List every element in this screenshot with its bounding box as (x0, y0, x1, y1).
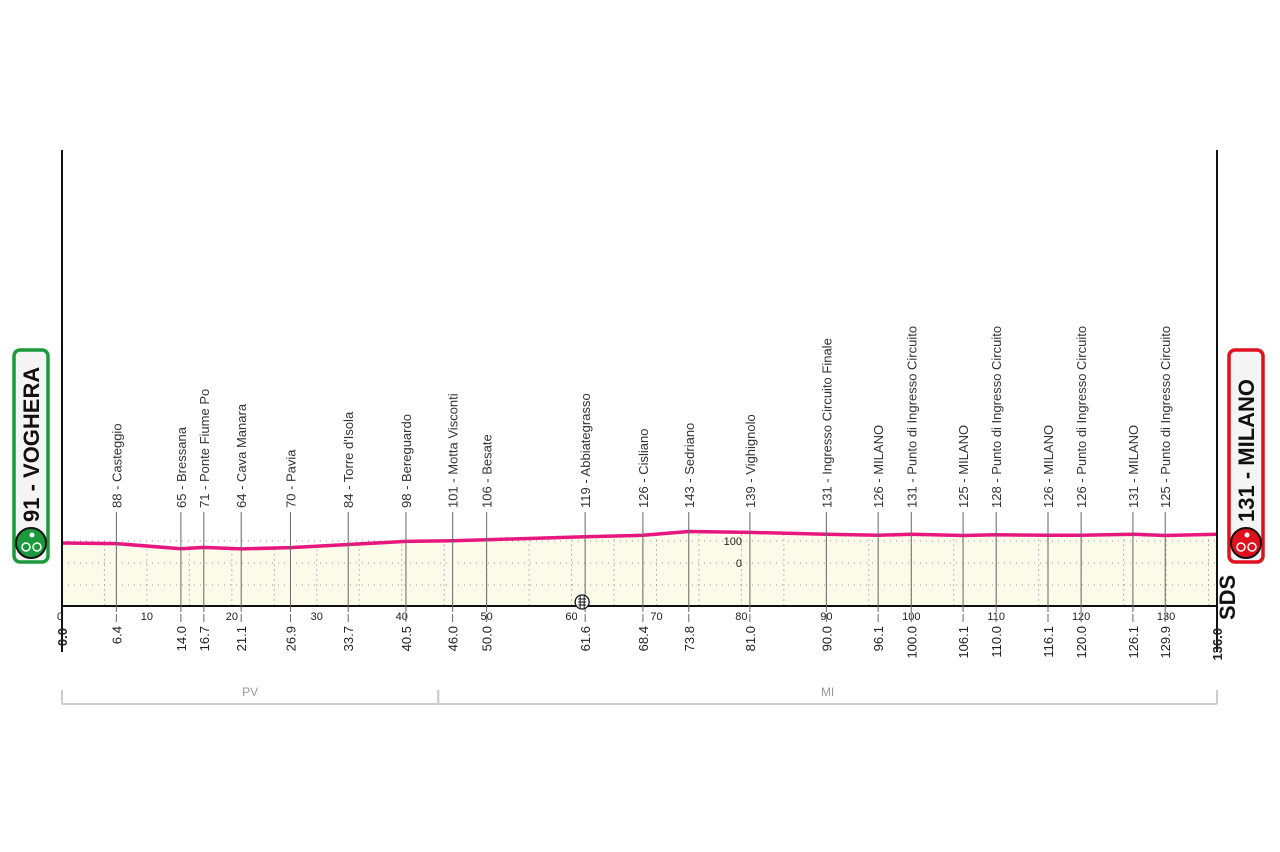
waypoint-label: 106 - Besate (480, 434, 495, 508)
waypoint-km-label: 50.0 (480, 626, 495, 651)
waypoint-label: 64 - Cava Manara (234, 403, 249, 508)
x-tick-label: 40 (396, 611, 408, 623)
cyclist-icon (15, 527, 47, 559)
waypoint-label: 139 - Vighignolo (743, 414, 758, 508)
finish-label: 131 - MILANO (1234, 379, 1259, 522)
cyclist-icon (1230, 527, 1262, 559)
waypoint-label: 84 - Torre d'Isola (341, 411, 356, 508)
waypoint-label: 126 - MILANO (871, 425, 886, 508)
finish-km-label: 136.0 (1210, 628, 1225, 661)
y-tick-label: 0 (736, 558, 742, 570)
waypoint-km-label: 81.0 (743, 626, 758, 651)
waypoint-km-label: 21.1 (234, 626, 249, 651)
x-tick-label: 10 (141, 611, 153, 623)
x-tick-label: 30 (311, 611, 323, 623)
waypoint-label: 126 - Cisliano (636, 429, 651, 509)
waypoint-label: 131 - Ingresso Circuito Finale (819, 338, 834, 508)
waypoint-label: 98 - Bereguardo (399, 414, 414, 508)
x-tick-label: 0 (57, 611, 63, 623)
cyclist-icon-head (29, 532, 35, 538)
waypoint-km-label: 73.8 (682, 626, 697, 651)
waypoint-km-label: 33.7 (341, 626, 356, 651)
finish-badge (1227, 348, 1265, 564)
waypoint-label: 126 - MILANO (1041, 425, 1056, 508)
x-tick-label: 70 (650, 611, 662, 623)
waypoint-label: 125 - Punto di Ingresso Circuito (1158, 326, 1173, 508)
waypoint-km-label: 14.0 (174, 626, 189, 651)
cyclist-icon-wheel (1236, 542, 1246, 552)
waypoint-km-label: 6.4 (109, 626, 124, 644)
waypoint-label: 143 - Sedriano (682, 423, 697, 508)
waypoint-km-label: 129.9 (1158, 626, 1173, 659)
cyclist-icon-head (1244, 532, 1250, 538)
waypoint-km-label: 26.9 (283, 626, 298, 651)
waypoint-km-label: 96.1 (871, 626, 886, 651)
waypoint-km-label: 116.1 (1041, 626, 1056, 658)
waypoint-label: 125 - MILANO (956, 425, 971, 508)
waypoint-km-label: 120.0 (1074, 626, 1089, 659)
profile-area (62, 531, 1217, 606)
cyclist-icon-wheel (32, 542, 42, 552)
waypoint-km-label: 106.1 (956, 626, 971, 659)
waypoint-label: 70 - Pavia (283, 449, 298, 508)
waypoint-km-label: 68.4 (636, 626, 651, 651)
start-km-label: 0.0 (55, 628, 70, 646)
waypoint-label: 126 - Punto di Ingresso Circuito (1074, 326, 1089, 508)
x-tick-label: 60 (565, 611, 577, 623)
waypoint-label: 119 - Abbiategrasso (578, 393, 593, 508)
start-label: 91 - VOGHERA (19, 367, 44, 522)
province-label: MI (821, 685, 834, 699)
waypoint-label: 71 - Ponte Fiume Po (197, 389, 212, 508)
waypoint-label: 88 - Casteggio (109, 423, 124, 508)
cyclist-icon-wheel (1247, 542, 1257, 552)
waypoint-label: 131 - MILANO (1126, 425, 1141, 508)
waypoint-km-label: 61.6 (578, 626, 593, 651)
waypoint-km-label: 16.7 (197, 626, 212, 651)
x-tick-label: 80 (735, 611, 747, 623)
brand-logo: SDS (1215, 575, 1240, 620)
waypoint-label: 128 - Punto di Ingresso Circuito (989, 326, 1004, 508)
x-tick-label: 130 (1157, 611, 1175, 623)
waypoint-label: 101 - Motta Visconti (446, 393, 461, 508)
waypoint-label: 65 - Bressana (174, 426, 189, 508)
waypoint-km-label: 126.1 (1126, 626, 1141, 659)
waypoint-km-label: 110.0 (989, 626, 1004, 658)
cyclist-icon-wheel (21, 542, 31, 552)
waypoint-km-label: 46.0 (446, 626, 461, 651)
waypoint-km-label: 90.0 (819, 626, 834, 651)
y-tick-label: 100 (724, 536, 742, 548)
waypoint-label: 131 - Punto di Ingresso Circuito (904, 326, 919, 508)
waypoint-km-label: 100.0 (904, 626, 919, 659)
x-tick-label: 20 (226, 611, 238, 623)
waypoint-km-label: 40.5 (399, 626, 414, 651)
profile-line (61, 529, 1218, 551)
start-badge (12, 348, 50, 564)
province-label: PV (242, 685, 258, 699)
